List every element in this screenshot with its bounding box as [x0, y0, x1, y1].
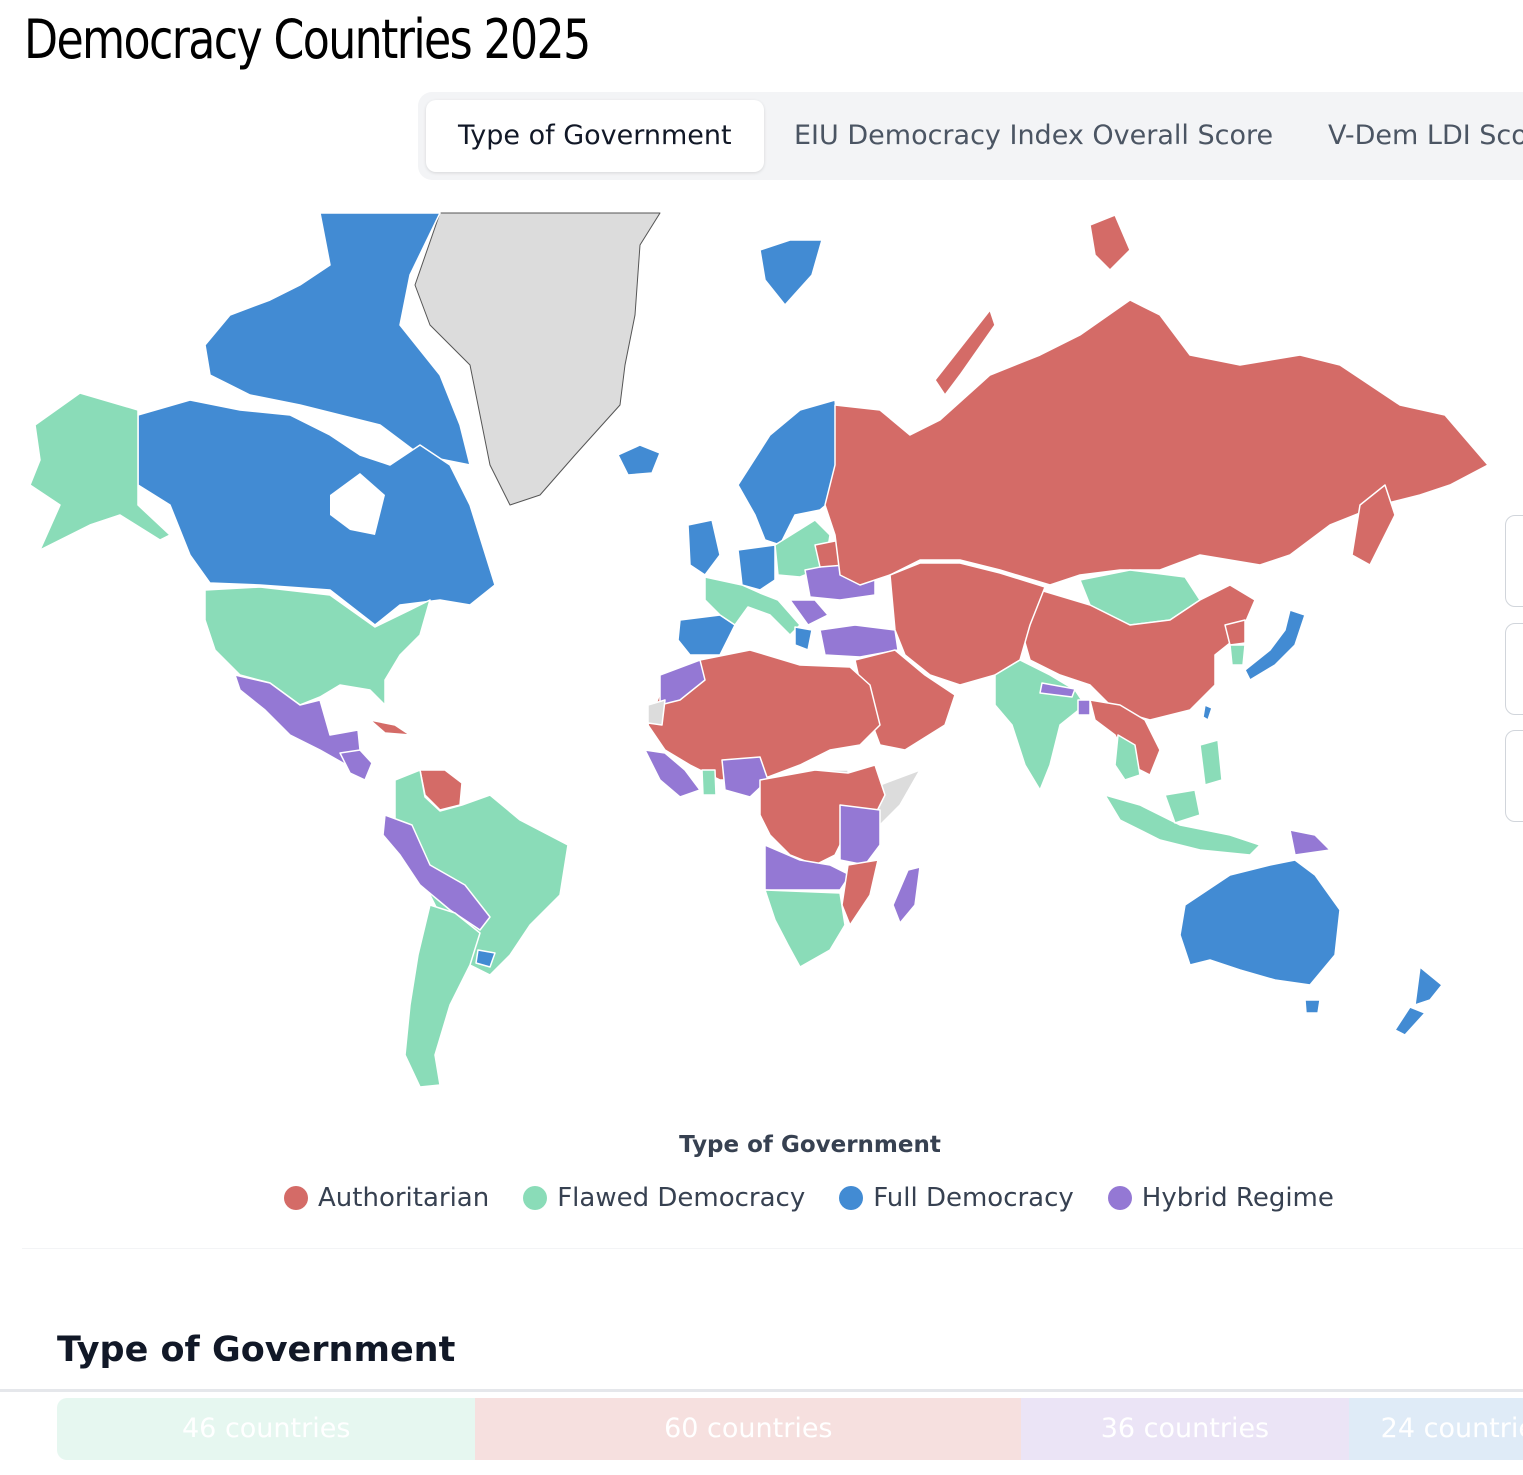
zoom-in-button[interactable] — [1505, 515, 1523, 607]
legend-dot-flawed-democracy — [523, 1186, 548, 1210]
region-east-africa[interactable] — [839, 804, 881, 866]
region-madagascar[interactable] — [892, 866, 921, 924]
region-cuba[interactable] — [369, 719, 411, 736]
summary-segment-authoritarian[interactable]: 60 countries — [475, 1398, 1022, 1460]
region-canada[interactable] — [137, 399, 496, 626]
summary-segment-flawed[interactable]: 46 countries — [57, 1398, 476, 1460]
region-russia[interactable] — [824, 299, 1489, 586]
region-central-america[interactable] — [339, 749, 373, 781]
region-japan[interactable] — [1244, 609, 1306, 681]
view-tabs: Type of Government EIU Democracy Index O… — [418, 92, 1523, 180]
region-greece[interactable] — [794, 626, 813, 651]
region-south-korea[interactable] — [1229, 644, 1246, 666]
world-map — [0, 205, 1523, 1105]
section-divider — [0, 1389, 1523, 1392]
region-scandinavia[interactable] — [737, 399, 841, 546]
tab-type-of-government[interactable]: Type of Government — [426, 100, 764, 172]
region-greenland[interactable] — [414, 212, 661, 506]
region-indochina[interactable] — [1089, 699, 1161, 776]
legend-label-hybrid-regime: Hybrid Regime — [1141, 1183, 1334, 1213]
region-peru-bolivia[interactable] — [382, 814, 491, 931]
region-turkey[interactable] — [819, 624, 899, 658]
region-severnaya-zemlya[interactable] — [1089, 214, 1131, 271]
reset-view-button[interactable] — [1505, 730, 1523, 822]
region-uruguay[interactable] — [475, 949, 496, 968]
legend-item-hybrid-regime[interactable]: Hybrid Regime — [1107, 1183, 1334, 1213]
region-france-italy[interactable] — [704, 576, 801, 636]
region-kamchatka[interactable] — [1351, 484, 1396, 566]
region-novaya-zemlya[interactable] — [934, 309, 996, 396]
region-hudson-bay — [330, 473, 385, 535]
region-alaska[interactable] — [29, 392, 171, 551]
region-png[interactable] — [1289, 829, 1331, 856]
world-map-svg — [29, 212, 1489, 1088]
region-western-sahara[interactable] — [647, 699, 666, 726]
region-philippines[interactable] — [1199, 739, 1223, 786]
region-north-africa[interactable] — [647, 649, 881, 781]
legend-title: Type of Government — [679, 1132, 941, 1158]
region-north-korea[interactable] — [1224, 619, 1246, 646]
legend-item-full-democracy[interactable]: Full Democracy — [839, 1183, 1074, 1213]
region-australia[interactable] — [1179, 859, 1341, 986]
region-tasmania[interactable] — [1304, 999, 1321, 1014]
region-morocco[interactable] — [659, 659, 706, 706]
zoom-out-button[interactable] — [1505, 623, 1523, 715]
summary-title: Type of Government — [57, 1330, 456, 1370]
region-new-zealand[interactable] — [1414, 966, 1443, 1006]
summary-segment-hybrid[interactable]: 36 countries — [1021, 1398, 1349, 1460]
legend-dot-hybrid-regime — [1107, 1186, 1132, 1210]
region-southern-cone[interactable] — [404, 904, 481, 1088]
page-title: Democracy Countries 2025 — [24, 8, 591, 71]
region-nigeria[interactable] — [721, 756, 769, 798]
legend-label-full-democracy: Full Democracy — [873, 1183, 1074, 1213]
legend-item-flawed-democracy[interactable]: Flawed Democracy — [523, 1183, 805, 1213]
legend-label-authoritarian: Authoritarian — [318, 1183, 490, 1213]
region-western-europe[interactable] — [737, 544, 776, 591]
region-taiwan[interactable] — [1202, 704, 1213, 721]
legend-dot-full-democracy — [839, 1186, 864, 1210]
region-thailand[interactable] — [1114, 734, 1141, 781]
region-indonesia[interactable] — [1104, 794, 1261, 856]
region-mozambique[interactable] — [841, 859, 879, 926]
region-iceland[interactable] — [617, 444, 661, 476]
legend-label-flawed-democracy: Flawed Democracy — [557, 1183, 806, 1213]
tab-eiu-democracy-index[interactable]: EIU Democracy Index Overall Score — [794, 120, 1274, 151]
region-nepal[interactable] — [1039, 682, 1076, 698]
region-balkans[interactable] — [789, 599, 829, 626]
region-china[interactable] — [1019, 584, 1256, 721]
legend: Authoritarian Flawed Democracy Full Demo… — [284, 1178, 1334, 1218]
legend-dot-authoritarian — [284, 1186, 308, 1210]
summary-segment-full[interactable]: 24 countrie — [1348, 1398, 1523, 1460]
region-uk[interactable] — [687, 519, 721, 576]
region-borneo[interactable] — [1164, 789, 1201, 824]
region-southern-africa[interactable] — [764, 889, 846, 968]
region-usa[interactable] — [204, 586, 431, 706]
region-iberia[interactable] — [677, 614, 736, 656]
region-new-zealand-south[interactable] — [1394, 1006, 1426, 1036]
region-bangladesh[interactable] — [1077, 699, 1091, 716]
legend-item-authoritarian[interactable]: Authoritarian — [284, 1183, 489, 1213]
region-west-africa[interactable] — [644, 749, 701, 798]
region-svalbard[interactable] — [759, 239, 823, 306]
summary-bar: 46 countries 60 countries 36 countries 2… — [57, 1398, 1523, 1460]
region-ghana[interactable] — [701, 769, 717, 796]
region-canada-arctic[interactable] — [204, 212, 471, 466]
tab-vdem-ldi-score[interactable]: V-Dem LDI Sco — [1328, 120, 1523, 151]
section-divider-top — [22, 1248, 1523, 1249]
